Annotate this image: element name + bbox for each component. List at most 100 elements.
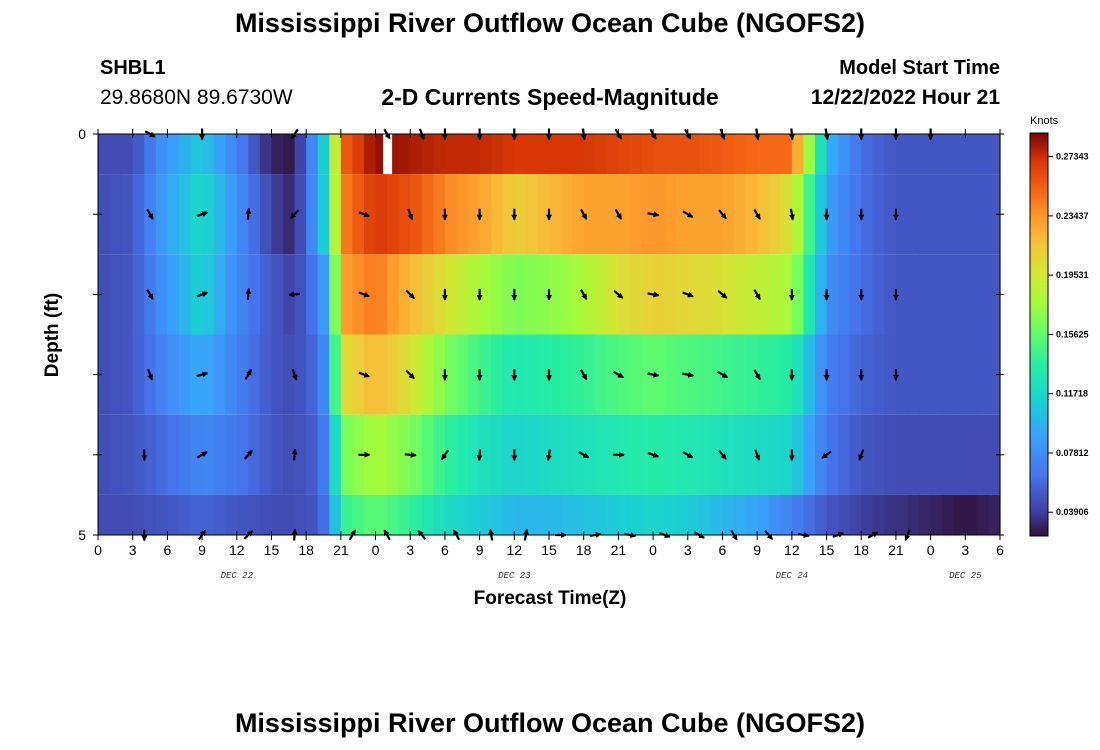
heatmap-cell xyxy=(502,334,515,415)
heatmap-cell xyxy=(363,494,377,535)
heatmap-cell xyxy=(294,134,307,175)
heatmap-cell xyxy=(283,134,296,175)
heatmap-cell xyxy=(98,334,111,415)
heatmap-cell xyxy=(930,254,943,335)
heatmap-cell xyxy=(676,174,689,255)
heatmap-cell xyxy=(919,494,932,535)
heatmap-cell xyxy=(537,174,550,255)
heatmap-cell xyxy=(699,254,712,335)
heatmap-cell xyxy=(317,174,330,255)
heatmap-cell xyxy=(895,494,909,535)
heatmap-cell xyxy=(317,254,330,335)
heatmap-cell xyxy=(202,134,215,175)
heatmap-cell xyxy=(225,494,238,535)
heatmap-cell xyxy=(560,334,573,415)
heatmap-cell xyxy=(155,134,168,175)
heatmap-cell xyxy=(664,134,677,175)
current-vector-arrow xyxy=(682,371,695,378)
x-tick-label: 15 xyxy=(819,542,835,558)
current-vector-arrow xyxy=(578,451,590,459)
heatmap-cell xyxy=(317,134,330,175)
heatmap-cell xyxy=(814,494,828,535)
heatmap-cell xyxy=(583,494,596,535)
heatmap-cell xyxy=(121,254,134,335)
heatmap-cell xyxy=(294,414,307,495)
heatmap-cell xyxy=(745,414,758,495)
x-tick-label: 9 xyxy=(753,542,761,558)
heatmap-cell xyxy=(803,414,816,495)
heatmap-cell xyxy=(583,254,596,335)
heatmap-cell xyxy=(109,494,122,535)
heatmap-cell xyxy=(849,134,862,175)
heatmap-cell xyxy=(699,494,712,535)
heatmap-cell xyxy=(317,494,330,535)
colorbar-tick-label: 0.19531 xyxy=(1056,270,1089,280)
heatmap-cell xyxy=(872,254,885,335)
heatmap-cell xyxy=(930,134,943,175)
heatmap-cell xyxy=(676,414,689,495)
heatmap-cell xyxy=(803,174,816,255)
heatmap-cell xyxy=(757,334,770,415)
current-vector-arrow xyxy=(682,451,694,459)
heatmap-cell xyxy=(664,334,677,415)
heatmap-cell xyxy=(271,334,284,415)
current-vector-arrow xyxy=(196,451,208,459)
heatmap-cell xyxy=(768,134,781,175)
heatmap-cell xyxy=(225,174,238,255)
heatmap-cell xyxy=(629,334,643,415)
heatmap-cell xyxy=(248,174,261,255)
heatmap-cell xyxy=(213,334,226,415)
heatmap-cell xyxy=(514,254,527,335)
heatmap-cell xyxy=(606,254,619,335)
current-vector-arrow xyxy=(647,291,660,298)
heatmap-cell xyxy=(329,254,342,335)
heatmap-cell xyxy=(768,334,781,415)
heatmap-cell xyxy=(144,134,157,175)
heatmap-cell xyxy=(398,334,411,415)
heatmap-cell xyxy=(491,174,504,255)
x-tick-label: 12 xyxy=(507,542,523,558)
heatmap-cell xyxy=(468,254,481,335)
current-vector-arrow xyxy=(718,449,727,460)
heatmap-cell xyxy=(236,174,249,255)
heatmap-cell xyxy=(329,134,342,175)
current-vector-arrow xyxy=(718,209,727,220)
heatmap-cell xyxy=(132,254,145,335)
heatmap-cell xyxy=(271,414,284,495)
x-tick-label: 6 xyxy=(163,542,171,558)
heatmap-cell xyxy=(641,494,654,535)
heatmap-cell xyxy=(491,254,504,335)
heatmap-cell xyxy=(849,334,862,415)
colorbar-tick-label: 0.23437 xyxy=(1056,211,1089,221)
heatmap-cell xyxy=(976,414,990,495)
heatmap-cell xyxy=(537,414,550,495)
heatmap-cell xyxy=(225,134,238,175)
heatmap-cell xyxy=(190,494,203,535)
heatmap-cell xyxy=(236,494,249,535)
heatmap-cell xyxy=(965,414,978,495)
x-tick-label: 21 xyxy=(888,542,904,558)
heatmap-cell xyxy=(803,494,816,535)
heatmap-cell xyxy=(444,134,458,175)
heatmap-cell xyxy=(98,414,111,495)
heatmap-cell xyxy=(421,174,434,255)
current-vector-arrow xyxy=(858,449,865,461)
heatmap-cell xyxy=(907,134,920,175)
heatmap-cell xyxy=(248,414,261,495)
heatmap-cell xyxy=(178,494,192,535)
heatmap-cell xyxy=(872,334,885,415)
current-vector-arrow xyxy=(358,291,371,298)
heatmap-cell xyxy=(768,494,781,535)
current-vector-arrow xyxy=(579,289,588,301)
heatmap-cell xyxy=(213,254,226,335)
heatmap-cell xyxy=(976,494,990,535)
current-vector-arrow xyxy=(358,371,371,378)
heatmap-cell xyxy=(398,174,411,255)
current-vector-arrow xyxy=(405,369,415,380)
current-vector-arrow xyxy=(196,211,209,218)
colorbar-unit: Knots xyxy=(1030,115,1059,127)
heatmap-cell xyxy=(329,414,342,495)
heatmap-cell xyxy=(98,134,111,175)
heatmap-cell xyxy=(387,254,400,335)
x-tick-label: 21 xyxy=(611,542,627,558)
